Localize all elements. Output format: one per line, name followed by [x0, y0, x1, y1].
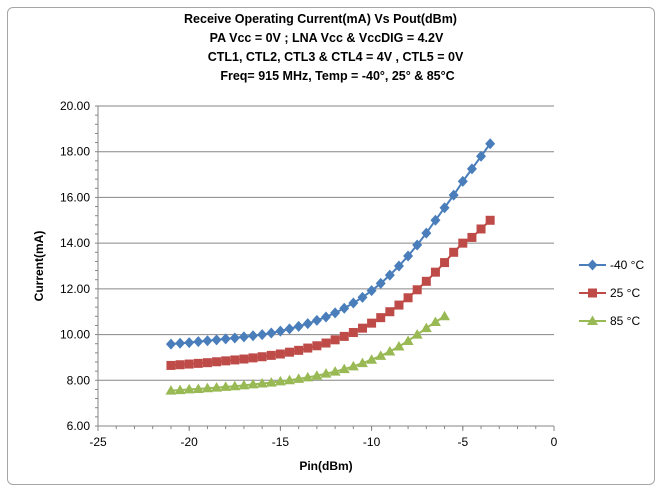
- data-point: [294, 346, 303, 355]
- data-point: [440, 258, 449, 267]
- data-point: [212, 357, 221, 366]
- legend-label: 85 °C: [610, 314, 640, 328]
- data-point: [230, 355, 239, 364]
- data-point: [185, 360, 194, 369]
- legend-marker: [588, 260, 598, 271]
- x-axis-label: Pin(dBm): [299, 459, 352, 473]
- x-tick-label: -10: [363, 435, 381, 449]
- series-line: [171, 144, 490, 344]
- data-point: [421, 323, 432, 333]
- series-1: [166, 216, 494, 370]
- data-point: [267, 351, 276, 360]
- data-point: [467, 233, 476, 242]
- data-point: [303, 318, 313, 329]
- data-point: [458, 239, 467, 248]
- data-point: [285, 348, 294, 357]
- data-point: [166, 361, 175, 370]
- data-point: [385, 307, 394, 316]
- data-point: [266, 327, 276, 338]
- data-point: [248, 330, 258, 341]
- data-point: [294, 321, 304, 332]
- data-point: [486, 216, 495, 225]
- data-point: [276, 350, 285, 359]
- data-point: [194, 359, 203, 368]
- data-point: [358, 324, 367, 333]
- data-point: [384, 346, 395, 356]
- data-point: [412, 329, 423, 339]
- data-point: [394, 301, 403, 310]
- data-point: [348, 298, 358, 309]
- legend: -40 °C 25 °C 85 °C: [579, 258, 644, 328]
- data-point: [477, 224, 486, 233]
- data-point: [184, 337, 194, 348]
- data-point: [321, 311, 331, 322]
- data-point: [393, 341, 404, 351]
- data-point: [367, 319, 376, 328]
- y-tick-label: 8.00: [67, 373, 91, 387]
- data-point: [257, 329, 267, 340]
- data-point: [258, 352, 267, 361]
- legend-label: 25 °C: [610, 286, 640, 300]
- data-point: [331, 335, 340, 344]
- series-line: [171, 220, 490, 365]
- y-tick-label: 20.00: [60, 99, 90, 113]
- data-point: [312, 315, 322, 326]
- y-axis-label: Current(mA): [32, 231, 46, 302]
- x-tick-label: 0: [551, 435, 558, 449]
- data-point: [339, 303, 349, 314]
- data-point: [175, 338, 185, 349]
- data-point: [422, 277, 431, 286]
- data-point: [203, 358, 212, 367]
- data-point: [431, 268, 440, 277]
- data-point: [349, 328, 358, 337]
- axes: [95, 106, 554, 431]
- data-point: [340, 332, 349, 341]
- data-point: [239, 331, 249, 342]
- data-point: [357, 292, 367, 303]
- data-point: [439, 311, 450, 321]
- data-point: [403, 335, 414, 345]
- data-point: [212, 334, 222, 345]
- data-point: [303, 344, 312, 353]
- data-point: [166, 339, 176, 350]
- y-tick-label: 16.00: [60, 190, 90, 204]
- x-tick-label: -15: [272, 435, 290, 449]
- data-point: [285, 323, 295, 334]
- data-point: [193, 336, 203, 347]
- data-point: [430, 317, 441, 327]
- y-tick-label: 10.00: [60, 328, 90, 342]
- data-point: [221, 356, 230, 365]
- data-point: [312, 341, 321, 350]
- x-tick-label: -5: [457, 435, 468, 449]
- y-tick-label: 12.00: [60, 282, 90, 296]
- data-point: [322, 339, 331, 348]
- legend-label: -40 °C: [610, 258, 644, 272]
- data-point: [176, 360, 185, 369]
- data-point: [404, 293, 413, 302]
- x-tick-label: -20: [181, 435, 199, 449]
- y-tick-label: 14.00: [60, 236, 90, 250]
- data-point: [449, 248, 458, 257]
- data-point: [376, 313, 385, 322]
- data-point: [413, 285, 422, 294]
- y-tick-label: 6.00: [67, 419, 91, 433]
- y-tick-label: 18.00: [60, 145, 90, 159]
- plot-series: [165, 138, 495, 394]
- x-tick-label: -25: [89, 435, 107, 449]
- data-point: [330, 307, 340, 318]
- data-point: [202, 335, 212, 346]
- data-point: [249, 353, 258, 362]
- legend-marker: [588, 289, 597, 298]
- data-point: [239, 355, 248, 364]
